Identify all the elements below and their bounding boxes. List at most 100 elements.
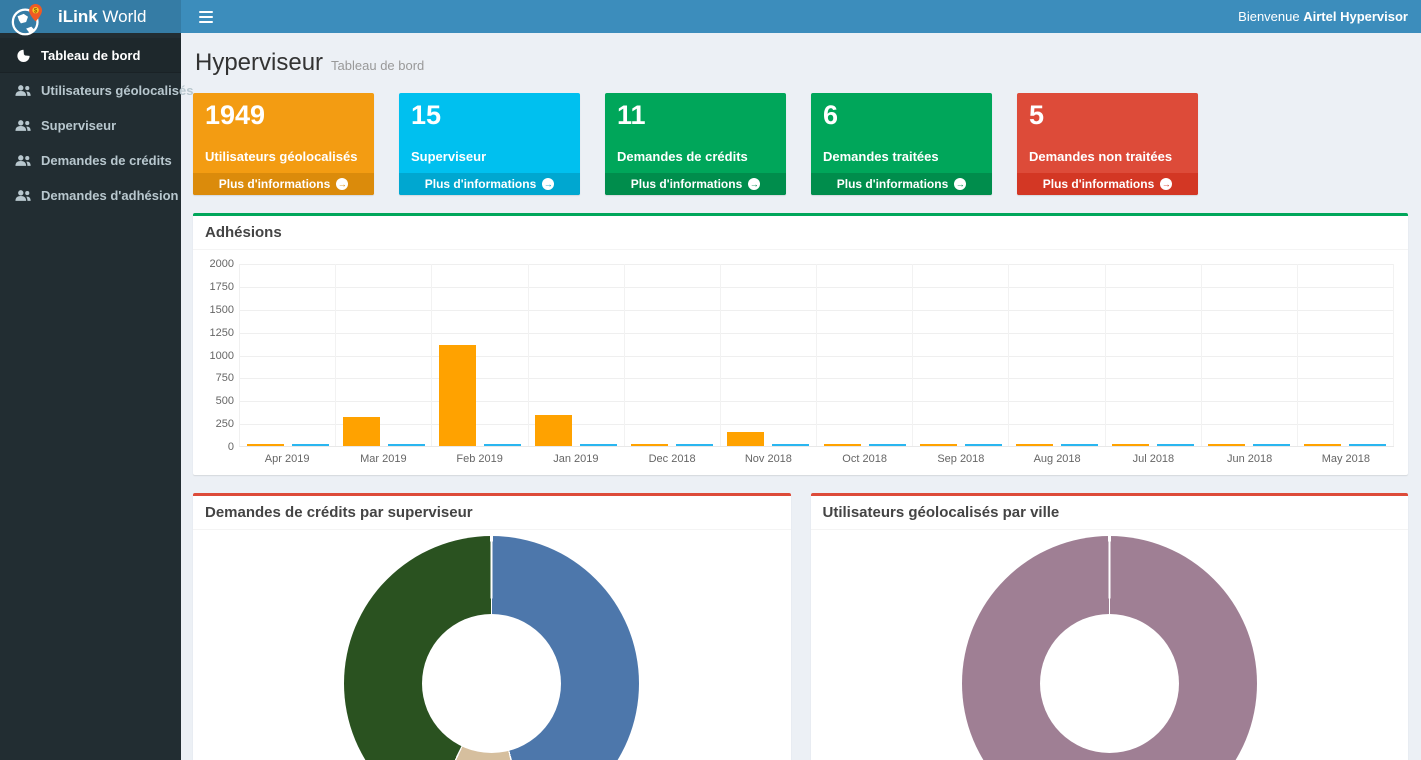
- sidebar-item-label: Tableau de bord: [41, 47, 141, 63]
- bar-group-mar-2019: [336, 264, 433, 446]
- brand-title: iLink World: [58, 6, 147, 26]
- app-logo[interactable]: $ iLink World: [0, 0, 181, 35]
- bar-orange-series[interactable]: [631, 443, 669, 446]
- bar-cyan-series[interactable]: [1060, 443, 1098, 446]
- x-axis-tick-label: Aug 2018: [1033, 453, 1081, 465]
- stat-value: 6: [823, 100, 839, 130]
- bar-cyan-series[interactable]: [291, 443, 329, 446]
- sidebar-menu: Tableau de bord Utilisateurs géolocalisés…: [0, 33, 193, 213]
- y-axis-tick-label: 1000: [209, 349, 234, 362]
- bar-chart-plot-area[interactable]: 2000 1750 1500 1250 1000 750 500 250 0: [210, 258, 1395, 453]
- bar-cyan-series[interactable]: [387, 443, 425, 446]
- bar-group-jan-2019: [529, 264, 625, 446]
- bar-cyan-series[interactable]: [1349, 443, 1387, 446]
- bar-orange-series[interactable]: [1015, 443, 1053, 446]
- more-info-label: Plus d'informations: [218, 177, 331, 191]
- stat-cards-row: 1949 Utilisateurs géolocalisés Plus d'info…: [193, 93, 1408, 195]
- more-info-link[interactable]: Plus d'informations →: [811, 173, 992, 195]
- welcome-user[interactable]: Bienvenue Airtel Hypervisor: [1238, 9, 1408, 24]
- bar-orange-series[interactable]: [438, 345, 476, 446]
- bar-group-jul-2018: [1106, 264, 1202, 446]
- hamburger-menu-icon[interactable]: [197, 7, 215, 27]
- bar-orange-series[interactable]: [246, 443, 284, 446]
- more-info-label: Plus d'informations: [630, 177, 743, 191]
- bar-orange-series[interactable]: [823, 443, 861, 446]
- bar-cyan-series[interactable]: [676, 443, 714, 446]
- arrow-circle-right-icon: →: [542, 178, 555, 190]
- more-info-link[interactable]: Plus d'informations →: [399, 173, 580, 195]
- more-info-label: Plus d'informations: [1042, 177, 1155, 191]
- bar-orange-series[interactable]: [342, 416, 380, 446]
- x-axis-tick-label: Nov 2018: [744, 453, 792, 465]
- bar-orange-series[interactable]: [1304, 443, 1342, 446]
- bar-cyan-series[interactable]: [964, 443, 1002, 446]
- x-axis-tick-label: Apr 2019: [264, 453, 310, 465]
- arrow-circle-right-icon: →: [1160, 178, 1173, 190]
- page-title: Hyperviseur: [195, 49, 324, 76]
- x-axis-tick-label: Jul 2018: [1132, 453, 1175, 465]
- users-icon: [15, 119, 31, 132]
- adhesions-panel-title: Adhésions: [193, 216, 1408, 250]
- stat-value: 15: [411, 100, 442, 130]
- more-info-link[interactable]: Plus d'informations →: [605, 173, 786, 195]
- bar-cyan-series[interactable]: [580, 443, 618, 446]
- x-axis-tick-label: Feb 2019: [456, 453, 503, 465]
- y-axis-tick-label: 0: [227, 441, 234, 453]
- bar-orange-series[interactable]: [727, 431, 765, 446]
- donut-charts-row: Demandes de crédits par superviseur Util…: [193, 493, 1408, 760]
- dashboard-icon: [15, 48, 31, 62]
- adhesions-panel: Adhésions 2000 1750 1500 1250 1000 750 500 250 0…: [193, 213, 1408, 475]
- stat-label: Demandes traitées: [823, 149, 939, 164]
- x-axis-tick-label: Mar 2019: [360, 453, 407, 465]
- more-info-label: Plus d'informations: [424, 177, 537, 191]
- more-info-link[interactable]: Plus d'informations →: [1017, 173, 1198, 195]
- sidebar-item-tableau-de-bord[interactable]: Tableau de bord: [0, 38, 181, 73]
- sidebar-item-demandes-de-credits[interactable]: Demandes de crédits: [0, 143, 181, 178]
- bar-cyan-series[interactable]: [868, 443, 906, 446]
- bar-cyan-series[interactable]: [483, 443, 521, 446]
- sidebar-item-utilisateurs-geolocalises[interactable]: Utilisateurs géolocalisés: [0, 73, 193, 108]
- cities-panel-title: Utilisateurs géolocalisés par ville: [810, 496, 1408, 530]
- sidebar-item-label: Demandes d'adhésion: [41, 188, 179, 203]
- bar-group-nov-2018: [721, 264, 818, 446]
- bar-orange-series[interactable]: [535, 414, 573, 446]
- bar-cyan-series[interactable]: [1157, 443, 1195, 446]
- users-icon: [15, 154, 31, 167]
- bar-orange-series[interactable]: [919, 443, 957, 446]
- donut-credits-by-supervisor[interactable]: [344, 536, 640, 760]
- sidebar-item-superviseur[interactable]: Superviseur: [0, 108, 181, 143]
- stat-value: 1949: [205, 100, 266, 130]
- welcome-username: Airtel Hypervisor: [1303, 9, 1408, 24]
- sidebar-item-label: Utilisateurs géolocalisés: [41, 83, 194, 98]
- y-axis-tick-label: 1250: [209, 326, 234, 339]
- bar-orange-series[interactable]: [1112, 443, 1150, 446]
- adhesions-bar-chart[interactable]: 2000 1750 1500 1250 1000 750 500 250 0 Apr 2019 M…: [193, 250, 1408, 465]
- bar-cyan-series[interactable]: [772, 443, 810, 446]
- users-icon: [15, 189, 31, 202]
- page-header: Hyperviseur Tableau de bord: [195, 49, 1408, 77]
- bar-chart-x-axis: Apr 2019 Mar 2019 Feb 2019 Jan 2019 Dec 2018…: [239, 453, 1394, 465]
- stat-card-demandes-traitees: 6 Demandes traitées Plus d'informations →: [811, 93, 992, 195]
- stat-card-body: 1949 Utilisateurs géolocalisés: [193, 93, 374, 173]
- bar-orange-series[interactable]: [1208, 443, 1246, 446]
- bar-group-feb-2019: [432, 264, 529, 446]
- sidebar-item-demandes-d-adhesion[interactable]: Demandes d'adhésion: [0, 178, 181, 213]
- stat-label: Demandes non traitées: [1029, 149, 1173, 164]
- stat-card-body: 5 Demandes non traitées: [1017, 93, 1198, 173]
- stat-card-body: 11 Demandes de crédits: [605, 93, 786, 173]
- bar-group-dec-2018: [625, 264, 721, 446]
- bar-cyan-series[interactable]: [1253, 443, 1291, 446]
- x-axis-tick-label: May 2018: [1321, 453, 1371, 465]
- more-info-link[interactable]: Plus d'informations →: [193, 173, 374, 195]
- y-axis-tick-label: 1750: [209, 280, 234, 293]
- x-axis-tick-label: Jan 2019: [553, 453, 599, 465]
- globe-pin-logo-icon: $: [11, 3, 43, 35]
- y-axis-tick-label: 2000: [209, 258, 234, 270]
- stat-card-superviseur: 15 Superviseur Plus d'informations →: [399, 93, 580, 195]
- bar-group-may-2018: [1298, 264, 1395, 446]
- page-subtitle: Tableau de bord: [331, 58, 425, 73]
- stat-value: 11: [617, 100, 646, 130]
- stat-label: Utilisateurs géolocalisés: [205, 149, 358, 164]
- y-axis-tick-label: 500: [215, 395, 234, 408]
- donut-users-by-city[interactable]: [961, 536, 1257, 760]
